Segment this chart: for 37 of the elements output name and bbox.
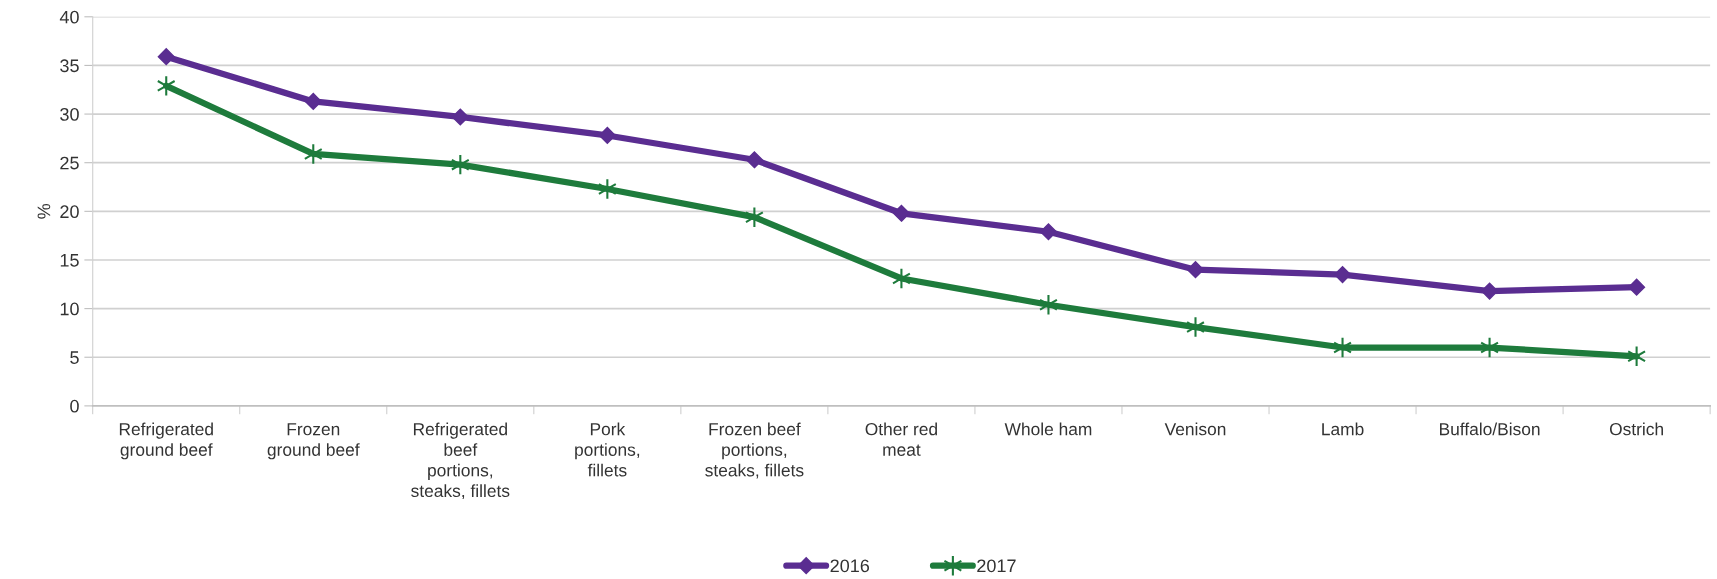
y-tick-label: 10: [60, 302, 79, 316]
point: [745, 151, 763, 169]
x-tick-label: Whole ham: [1004, 422, 1092, 436]
y-tick-label: 20: [60, 205, 79, 219]
point: [1039, 223, 1058, 241]
x-tick-label: Frozen beef portions, steaks, fillets: [705, 422, 804, 479]
y-axis-title: %: [37, 203, 51, 219]
x-tick-label: Refrigerated ground beef: [119, 422, 213, 460]
point: [451, 108, 469, 126]
y-tick-label: 15: [60, 254, 79, 267]
point: [1186, 316, 1205, 338]
point: [303, 143, 323, 165]
x-tick-label: Pork portions, fillets: [575, 422, 640, 477]
point: [892, 204, 910, 222]
point: [1039, 293, 1058, 316]
x-tick-label: Refrigerated beef portions, steaks, fillets: [411, 422, 510, 500]
x-tick-label: Ostrich: [1609, 422, 1663, 436]
x-tick-label: Venison: [1164, 422, 1226, 436]
y-tick-label: 30: [60, 108, 79, 121]
point: [597, 178, 617, 200]
y-tick-label: 35: [60, 59, 79, 73]
x-tick-label: Buffalo/Bison: [1440, 422, 1540, 436]
legend-label: 2016: [830, 559, 870, 573]
y-tick-label: 40: [59, 10, 79, 24]
point: [1628, 278, 1646, 296]
point: [304, 92, 322, 110]
y-tick-label: 0: [70, 399, 79, 413]
legend-label: 2017: [977, 559, 1016, 573]
x-tick-label: Frozen ground beef: [267, 423, 360, 460]
x-tick-label: Lamb: [1322, 422, 1364, 436]
point: [1333, 336, 1352, 359]
y-tick-label: 25: [60, 156, 79, 170]
x-tick-label: Other red meat: [865, 422, 937, 456]
point: [157, 48, 175, 66]
y-tick-label: 5: [70, 351, 79, 364]
point: [598, 126, 616, 145]
point: [156, 75, 176, 97]
